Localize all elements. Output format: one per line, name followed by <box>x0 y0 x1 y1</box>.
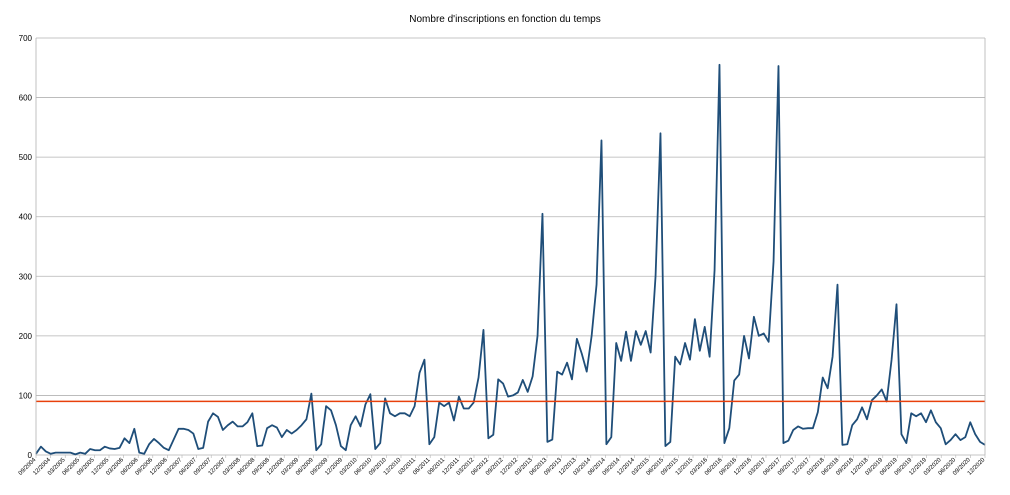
series-layer <box>35 63 986 456</box>
y-axis-ticks: 0 100 200 300 400 500 600 700 <box>19 34 33 460</box>
y-tick-label: 400 <box>19 213 33 222</box>
chart-title: Nombre d'inscriptions en fonction du tem… <box>409 14 600 25</box>
y-tick-label: 700 <box>19 34 33 43</box>
x-axis-ticks: 09/200412/200403/200506/200509/200512/20… <box>18 455 987 477</box>
y-tick-label: 300 <box>19 272 33 281</box>
y-tick-label: 200 <box>19 332 33 341</box>
axis-layer <box>35 38 986 455</box>
y-tick-label: 600 <box>19 94 33 103</box>
series-line <box>35 63 986 456</box>
y-tick-label: 500 <box>19 153 33 162</box>
y-tick-label: 100 <box>19 391 33 400</box>
y-tick-label: 0 <box>28 451 33 460</box>
grid-layer <box>36 37 985 456</box>
